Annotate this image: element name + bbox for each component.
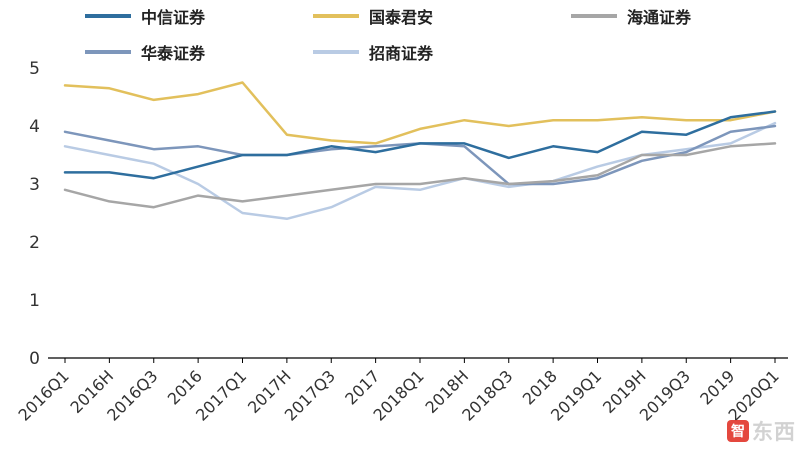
legend-marker [313, 14, 359, 18]
watermark-logo-icon: 智 [727, 420, 749, 442]
chart-legend: 中信证券 国泰君安 海通证券华泰证券 招商证券 [85, 4, 691, 64]
watermark-text: 东西 [752, 420, 796, 444]
legend-label: 中信证券 [141, 8, 206, 27]
y-axis-tick-label: 3 [29, 175, 40, 195]
series-line [63, 81, 777, 145]
legend-item: 国泰君安 [313, 4, 571, 28]
watermark: 智 东西 [727, 416, 796, 446]
legend-item: 华泰证券 [85, 40, 313, 64]
series-line [63, 142, 777, 209]
legend-marker [571, 14, 617, 18]
series-line [63, 110, 777, 180]
legend-label: 国泰君安 [369, 8, 434, 27]
y-axis-tick-label: 2 [29, 233, 40, 253]
legend-label: 招商证券 [369, 44, 434, 63]
legend-marker [85, 14, 131, 18]
legend-item: 中信证券 [85, 4, 313, 28]
legend-label: 华泰证券 [141, 44, 206, 63]
y-axis-tick-label: 0 [29, 349, 40, 369]
series-line [63, 121, 777, 221]
y-axis-tick-label: 4 [29, 117, 40, 137]
y-axis-tick-label: 1 [29, 291, 40, 311]
legend-item: 海通证券 [571, 4, 691, 28]
y-axis-tick-label: 5 [29, 59, 40, 79]
legend-marker [85, 50, 131, 54]
x-axis-tick-label: 2016Q1 [14, 366, 72, 424]
legend-marker [313, 50, 359, 54]
legend-item: 招商证券 [313, 40, 571, 64]
legend-label: 海通证券 [627, 8, 692, 27]
